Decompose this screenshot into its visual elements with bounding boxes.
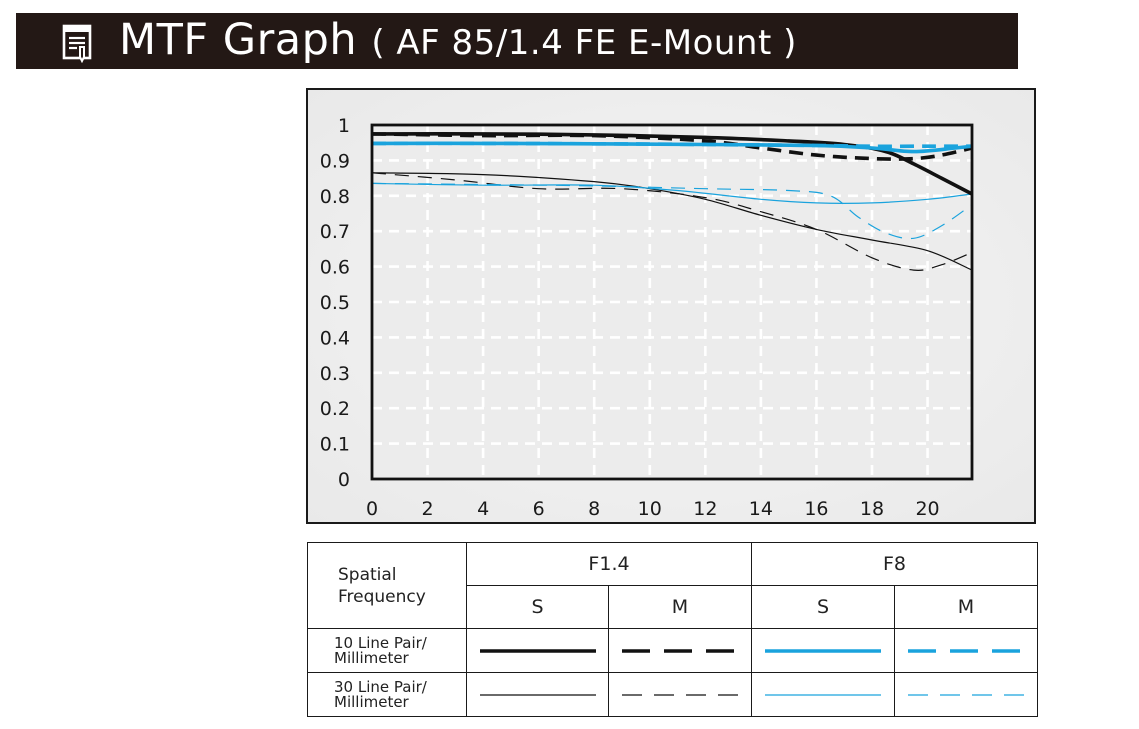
series-line-f14-m-10lp <box>371 132 973 161</box>
legend-sample-cell <box>466 672 609 717</box>
legend-sample-cell <box>894 628 1038 673</box>
y-tick-label: 0.5 <box>320 292 350 314</box>
x-tick-label: 10 <box>638 498 662 520</box>
y-tick-label: 0.8 <box>320 186 350 208</box>
x-tick-label: 4 <box>477 498 489 520</box>
aperture-header-f8: F8 <box>751 542 1038 586</box>
series-line-f8-s-30lp <box>371 182 973 204</box>
x-tick-label: 12 <box>693 498 717 520</box>
aperture-header-f14: F1.4 <box>466 542 752 586</box>
legend-line-sample <box>622 648 738 653</box>
legend-line-sample <box>622 693 738 696</box>
row-label-line1: 30 Line Pair/ <box>334 677 427 696</box>
y-tick-label: 1 <box>338 115 350 137</box>
legend-line-sample <box>908 648 1024 653</box>
row-label-30lp: 30 Line Pair/ Millimeter <box>307 672 467 717</box>
y-tick-label: 0.2 <box>320 398 350 420</box>
page-title: MTF Graph ( AF 85/1.4 FE E-Mount ) <box>119 17 797 66</box>
y-tick-label: 0.6 <box>320 257 350 279</box>
x-tick-label: 18 <box>860 498 884 520</box>
spatial-label-line2: Frequency <box>338 586 426 607</box>
spatial-frequency-header: Spatial Frequency <box>307 542 467 629</box>
legend-sample-cell <box>751 672 895 717</box>
orientation-header-m: M <box>894 585 1038 629</box>
y-tick-label: 0.4 <box>320 327 350 349</box>
title-subtitle: ( AF 85/1.4 FE E-Mount ) <box>371 23 797 63</box>
mtf-chart-frame: 0 0.1 0.2 0.3 0.4 0.5 0.6 0.7 0.8 0.9 1 0 2 4 6 8 10 12 14… <box>306 88 1036 524</box>
legend-line-sample <box>479 648 596 653</box>
legend-sample-cell <box>608 672 752 717</box>
orientation-header-s: S <box>466 585 609 629</box>
y-tick-label: 0.3 <box>320 363 350 385</box>
row-label-line1: 10 Line Pair/ <box>334 633 427 652</box>
legend-sample-cell <box>894 672 1038 717</box>
series-line-f8-m-10lp <box>371 141 972 149</box>
series-line-f8-m-30lp <box>371 182 973 240</box>
legend-table: Spatial Frequency F1.4 F8 S M S M 10 Lin… <box>307 542 1038 717</box>
orientation-header-m: M <box>608 585 752 629</box>
x-tick-label: 20 <box>915 498 939 520</box>
legend-sample-cell <box>466 628 609 673</box>
series-line-f14-s-30lp <box>371 172 973 271</box>
mtf-chart: 00.10.20.30.40.50.60.70.80.910 2 4 6 8 10 12 14… <box>320 115 974 520</box>
document-pen-icon <box>62 24 92 63</box>
legend-line-sample <box>765 648 881 653</box>
title-bar: MTF Graph ( AF 85/1.4 FE E-Mount ) <box>16 13 1018 69</box>
legend-line-sample <box>479 693 596 696</box>
x-tick-label: 6 <box>533 498 545 520</box>
row-label-line2: Millimeter <box>334 648 409 667</box>
x-tick-label: 14 <box>749 498 773 520</box>
y-tick-label: 0.9 <box>320 150 350 172</box>
row-label-10lp: 10 Line Pair/ Millimeter <box>307 628 467 673</box>
row-label-line2: Millimeter <box>334 692 409 711</box>
spatial-label-line1: Spatial <box>338 564 397 585</box>
x-tick-label: 16 <box>804 498 828 520</box>
x-tick-label: 0 <box>366 498 378 520</box>
legend-sample-cell <box>608 628 752 673</box>
y-tick-label: 0.7 <box>320 221 350 243</box>
y-tick-label: 0 <box>338 469 350 491</box>
legend-sample-cell <box>751 628 895 673</box>
x-tick-label: 8 <box>588 498 600 520</box>
orientation-header-s: S <box>751 585 895 629</box>
plot-border <box>370 123 974 481</box>
legend-line-sample <box>908 693 1024 696</box>
legend-line-sample <box>765 693 881 696</box>
x-tick-label: 2 <box>422 498 434 520</box>
y-tick-label: 0.1 <box>320 434 350 456</box>
title-text: MTF Graph <box>119 15 358 65</box>
